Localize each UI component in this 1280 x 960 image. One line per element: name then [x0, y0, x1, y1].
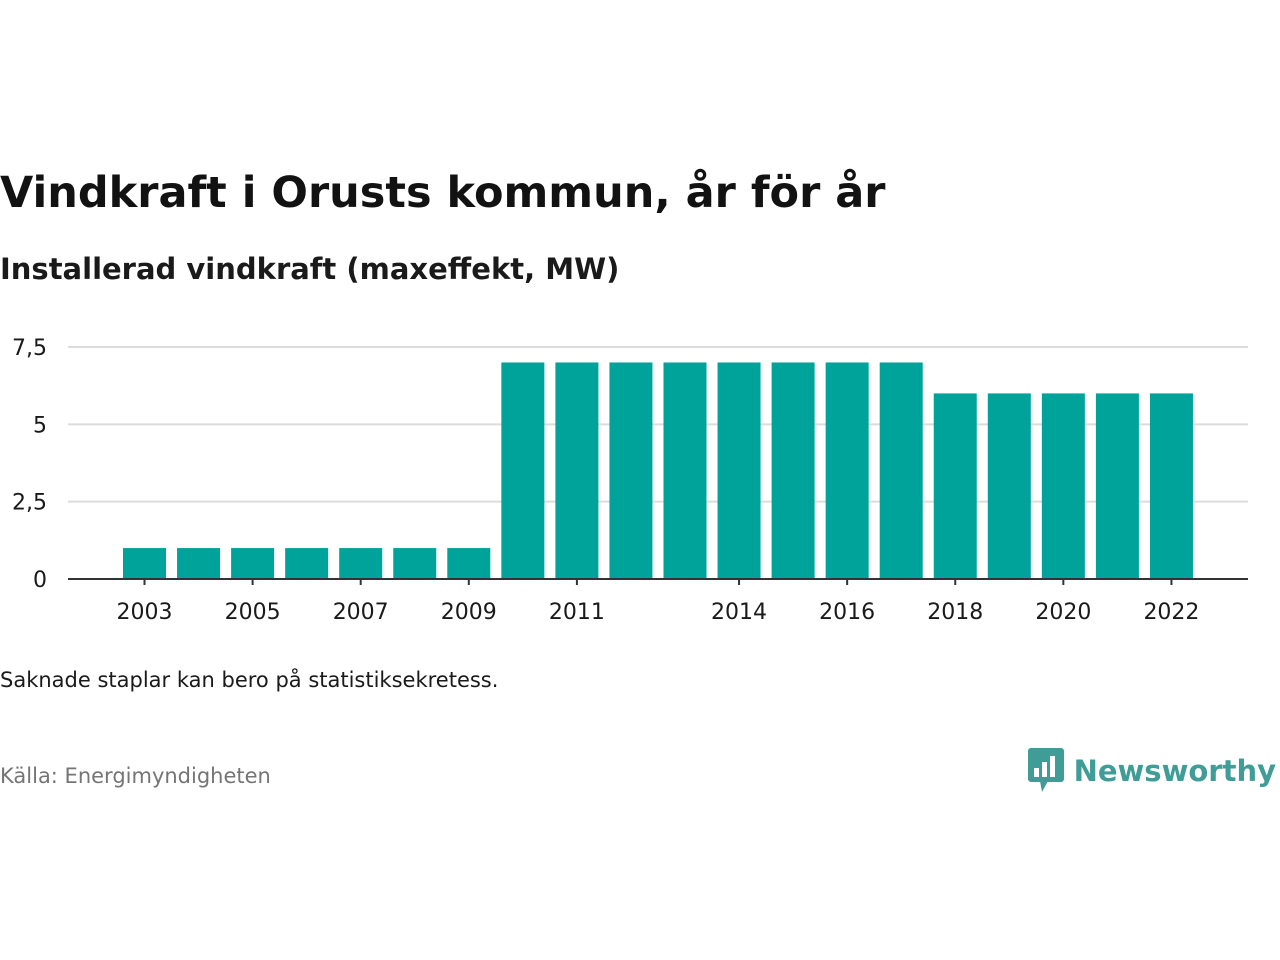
- x-tick-label: 2022: [1143, 600, 1199, 625]
- x-tick-label: 2011: [549, 600, 605, 625]
- bar-2004: [177, 548, 221, 579]
- bar-2010: [501, 362, 545, 579]
- y-tick-label: 5: [33, 413, 47, 438]
- bar-2014: [717, 362, 761, 579]
- bar-2012: [609, 362, 653, 579]
- bar-chart: 0 2,5 5 7,5 2003 2005 2007 2009 2011 2014 2016 201…: [12, 336, 1248, 625]
- bar-2016: [825, 362, 869, 579]
- y-tick-label: 2,5: [12, 491, 47, 516]
- bar-2019: [987, 393, 1031, 579]
- x-tick-label: 2005: [225, 600, 281, 625]
- bar-2011: [555, 362, 599, 579]
- bar-2018: [933, 393, 977, 579]
- x-axis-ticks: 2003 2005 2007 2009 2011 2014 2016 2018 2020 2022: [117, 579, 1199, 625]
- x-tick-label: 2014: [711, 600, 767, 625]
- chart-subtitle: Installerad vindkraft (maxeffekt, MW): [0, 252, 620, 286]
- bar-2008: [393, 548, 437, 579]
- bar-2006: [285, 548, 329, 579]
- bar-2009: [447, 548, 491, 579]
- newsworthy-logo-icon: [1027, 748, 1064, 792]
- source-label: Källa: Energimyndigheten: [0, 764, 271, 788]
- brand-name: Newsworthy: [1073, 754, 1276, 788]
- bar-2020: [1041, 393, 1085, 579]
- bar-2007: [339, 548, 383, 579]
- bars: [123, 362, 1193, 579]
- bar-2022: [1149, 393, 1193, 579]
- bar-2015: [771, 362, 815, 579]
- x-tick-label: 2009: [441, 600, 497, 625]
- bar-2005: [231, 548, 275, 579]
- brand-logo: Newsworthy: [1027, 748, 1276, 794]
- x-tick-label: 2020: [1035, 600, 1091, 625]
- bar-2017: [879, 362, 923, 579]
- bar-2003: [123, 548, 166, 579]
- y-axis-ticks: 0 2,5 5 7,5: [12, 336, 47, 593]
- bar-2021: [1095, 393, 1139, 579]
- x-tick-label: 2007: [333, 600, 389, 625]
- x-tick-label: 2003: [117, 600, 173, 625]
- bar-2013: [663, 362, 707, 579]
- x-tick-label: 2018: [927, 600, 983, 625]
- y-tick-label: 7,5: [12, 336, 47, 361]
- y-tick-label: 0: [33, 568, 47, 593]
- footnote: Saknade staplar kan bero på statistiksek…: [0, 668, 499, 692]
- x-tick-label: 2016: [819, 600, 875, 625]
- chart-title: Vindkraft i Orusts kommun, år för år: [0, 168, 886, 218]
